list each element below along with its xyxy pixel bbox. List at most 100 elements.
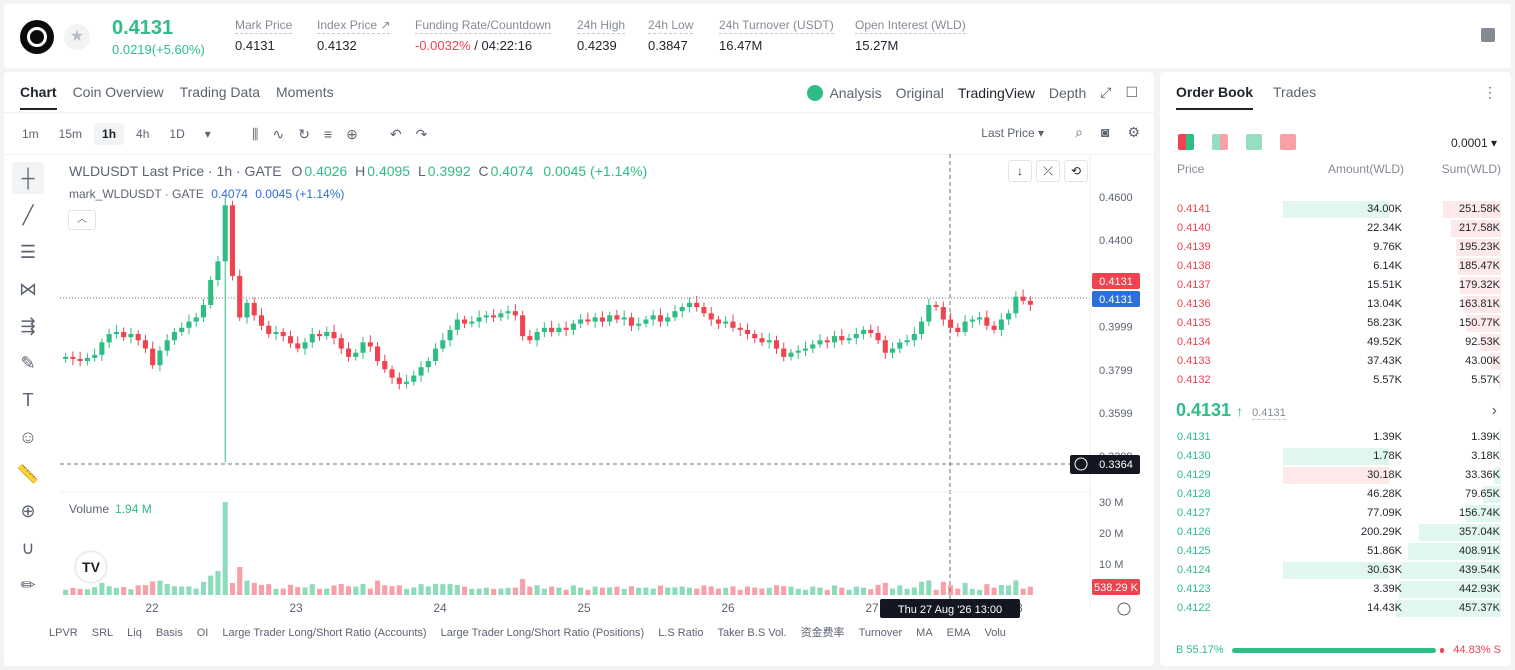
emoji-icon[interactable]: ☺	[18, 427, 38, 447]
indicator-item[interactable]: Basis	[155, 627, 183, 639]
tradingview-logo[interactable]: TV	[76, 552, 106, 582]
collapse-legend-icon[interactable]: ︿	[68, 210, 96, 230]
ask-row[interactable]: 0.4136 13.04K 163.81K	[1176, 295, 1501, 314]
bid-row[interactable]: 0.4126 200.29K 357.04K	[1176, 523, 1501, 542]
ask-row[interactable]: 0.4135 58.23K 150.77K	[1176, 314, 1501, 333]
tab-moments[interactable]: Moments	[276, 84, 334, 100]
volume-bar	[614, 586, 620, 595]
mode-buy-icon[interactable]	[1246, 134, 1262, 150]
fib-icon[interactable]: ☰	[19, 242, 37, 262]
indicator-item[interactable]: LPVR	[49, 627, 78, 639]
search-icon[interactable]: ⌕	[1075, 124, 1083, 140]
bid-row[interactable]: 0.4131 1.39K 1.39K	[1176, 428, 1501, 447]
magnet-icon[interactable]: ∪	[21, 538, 35, 558]
ask-row[interactable]: 0.4133 37.43K 43.00K	[1176, 352, 1501, 371]
indicator-item[interactable]: 资金费率	[800, 627, 845, 639]
indicator-item[interactable]: Large Trader Long/Short Ratio (Accounts)	[222, 627, 427, 639]
add-line-icon[interactable]	[1074, 457, 1088, 471]
gear-icon[interactable]: ⚙	[1127, 124, 1140, 140]
ruler-icon[interactable]: 📏	[16, 464, 40, 484]
indicator-item[interactable]: Volu	[984, 627, 1006, 639]
reset-icon[interactable]: ⟲	[1064, 160, 1088, 182]
bid-row[interactable]: 0.4125 51.86K 408.91K	[1176, 542, 1501, 561]
precision-select[interactable]: 0.0001 ▾	[1450, 136, 1497, 150]
bid-price: 0.4130	[1177, 450, 1211, 462]
collapse-icon[interactable]: ⤫	[1036, 160, 1060, 182]
candle-body	[802, 348, 809, 351]
interval-4h[interactable]: 4h	[136, 127, 150, 141]
interval-1h[interactable]: 1h	[94, 123, 125, 145]
volume-bar	[723, 587, 729, 595]
text-icon[interactable]: T	[22, 390, 34, 410]
indicator-item[interactable]: Liq	[127, 627, 142, 639]
brush-icon[interactable]: ✎	[20, 353, 36, 373]
crosshair-icon[interactable]: ┼	[12, 162, 44, 194]
book-icon[interactable]	[1481, 28, 1495, 42]
ask-row[interactable]: 0.4141 34.00K 251.58K	[1176, 200, 1501, 219]
ask-row[interactable]: 0.4140 22.34K 217.58K	[1176, 219, 1501, 238]
price-chart[interactable]: 0.46000.44000.42000.39990.37990.35990.33…	[4, 72, 1154, 666]
tab-trades[interactable]: Trades	[1273, 84, 1317, 100]
bid-row[interactable]: 0.4129 30.18K 33.36K	[1176, 466, 1501, 485]
zoom-icon[interactable]: ⊕	[20, 501, 36, 521]
view-tradingview[interactable]: TradingView	[957, 84, 1035, 101]
tab-chart[interactable]: Chart	[20, 84, 57, 110]
bid-row[interactable]: 0.4128 46.28K 79.65K	[1176, 485, 1501, 504]
settings-dial-icon[interactable]	[1117, 602, 1131, 616]
indicator-item[interactable]: Large Trader Long/Short Ratio (Positions…	[440, 627, 645, 639]
replay-icon[interactable]: ↻	[298, 126, 310, 142]
camera-icon[interactable]: ◙	[1100, 124, 1110, 140]
indicator-item[interactable]: Turnover	[858, 627, 903, 639]
window-icon[interactable]: ☐	[1125, 84, 1138, 100]
bid-row[interactable]: 0.4127 77.09K 156.74K	[1176, 504, 1501, 523]
mode-both-icon[interactable]	[1178, 134, 1194, 150]
trendline-icon[interactable]: ╱	[22, 205, 34, 225]
mode-bids-icon[interactable]	[1212, 134, 1228, 150]
view-depth[interactable]: Depth	[1048, 84, 1087, 101]
indicator-item[interactable]: Taker B.S Vol.	[717, 627, 787, 639]
ask-row[interactable]: 0.4139 9.76K 195.23K	[1176, 238, 1501, 257]
interval-dropdown-icon[interactable]: ▾	[204, 127, 211, 141]
ask-row[interactable]: 0.4138 6.14K 185.47K	[1176, 257, 1501, 276]
prediction-icon[interactable]: ⇶	[20, 316, 36, 336]
bid-row[interactable]: 0.4122 14.43K 457.37K	[1176, 599, 1501, 618]
interval-1m[interactable]: 1m	[22, 127, 39, 141]
bid-row[interactable]: 0.4124 30.63K 439.54K	[1176, 561, 1501, 580]
template-icon[interactable]: ≡	[323, 126, 333, 142]
favorite-star-icon[interactable]: ★	[64, 24, 90, 50]
analysis-button[interactable]: Analysis	[807, 84, 882, 101]
indicators-icon[interactable]: ∿	[272, 126, 285, 142]
indicator-item[interactable]: OI	[196, 627, 209, 639]
interval-1d[interactable]: 1D	[169, 127, 185, 141]
interval-15m[interactable]: 15m	[58, 127, 83, 141]
indicator-item[interactable]: L.S Ratio	[658, 627, 704, 639]
stat-index-price[interactable]: Index Price ↗ 0.4132	[317, 18, 391, 53]
indicator-item[interactable]: EMA	[946, 627, 971, 639]
view-original[interactable]: Original	[895, 84, 944, 101]
ask-row[interactable]: 0.4134 49.52K 92.53K	[1176, 333, 1501, 352]
scroll-down-icon[interactable]: ↓	[1008, 160, 1032, 182]
more-icon[interactable]: ⋮	[1483, 84, 1497, 100]
indicator-item[interactable]: MA	[916, 627, 933, 639]
volume-bar	[142, 585, 148, 595]
add-alert-icon[interactable]: ⊕	[346, 126, 358, 142]
pattern-icon[interactable]: ⋈	[19, 279, 37, 299]
mode-sell-icon[interactable]	[1280, 134, 1296, 150]
ask-row[interactable]: 0.4132 5.57K 5.57K	[1176, 371, 1501, 390]
volume-bar	[135, 585, 141, 595]
tab-coin-overview[interactable]: Coin Overview	[72, 84, 164, 100]
candle-type-icon[interactable]: ⫼	[252, 126, 259, 142]
tab-order-book[interactable]: Order Book	[1176, 84, 1254, 110]
tab-trading-data[interactable]: Trading Data	[179, 84, 261, 100]
expand-icon[interactable]: ⤢	[1100, 84, 1112, 100]
pencil-lock-icon[interactable]: ✏	[20, 575, 36, 595]
ask-row[interactable]: 0.4137 15.51K 179.32K	[1176, 276, 1501, 295]
bid-row[interactable]: 0.4123 3.39K 442.93K	[1176, 580, 1501, 599]
volume-bar	[1013, 580, 1019, 595]
bid-row[interactable]: 0.4130 1.78K 3.18K	[1176, 447, 1501, 466]
indicator-item[interactable]: SRL	[91, 627, 114, 639]
redo-icon[interactable]: ↷	[415, 126, 428, 142]
price-type-select[interactable]: Last Price ▾	[981, 126, 1044, 140]
chevron-right-icon[interactable]: ›	[1491, 402, 1497, 419]
undo-icon[interactable]: ↶	[389, 126, 402, 142]
